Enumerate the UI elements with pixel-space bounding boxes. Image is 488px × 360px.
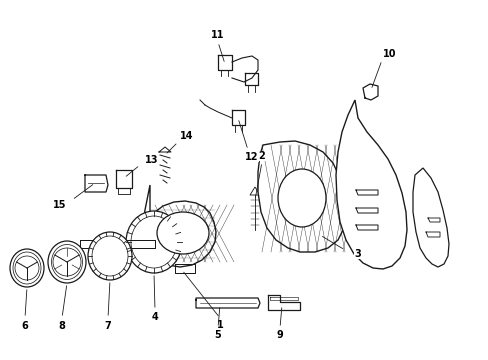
Ellipse shape [92, 236, 128, 276]
Ellipse shape [51, 244, 82, 279]
Ellipse shape [88, 232, 132, 280]
Text: 7: 7 [104, 321, 111, 331]
Text: 9: 9 [276, 330, 283, 340]
Text: 8: 8 [59, 321, 65, 331]
Text: 4: 4 [151, 312, 158, 322]
Ellipse shape [126, 211, 182, 273]
Text: 6: 6 [21, 321, 28, 331]
Ellipse shape [10, 249, 44, 287]
Text: 10: 10 [383, 49, 396, 59]
Text: 3: 3 [354, 249, 361, 259]
Text: 2: 2 [258, 151, 265, 161]
Text: 15: 15 [53, 200, 67, 210]
Polygon shape [335, 100, 406, 269]
Ellipse shape [278, 169, 325, 227]
Polygon shape [258, 141, 346, 252]
Polygon shape [142, 185, 216, 267]
Text: 5: 5 [214, 330, 221, 340]
Ellipse shape [131, 216, 177, 268]
Ellipse shape [13, 252, 41, 284]
Text: 13: 13 [145, 155, 159, 165]
Text: 12: 12 [245, 152, 258, 162]
Polygon shape [412, 168, 448, 267]
Text: 11: 11 [211, 30, 224, 40]
Polygon shape [249, 187, 260, 195]
Text: 14: 14 [180, 131, 193, 141]
Ellipse shape [48, 241, 86, 283]
Ellipse shape [157, 212, 208, 254]
Text: 1: 1 [216, 320, 223, 330]
